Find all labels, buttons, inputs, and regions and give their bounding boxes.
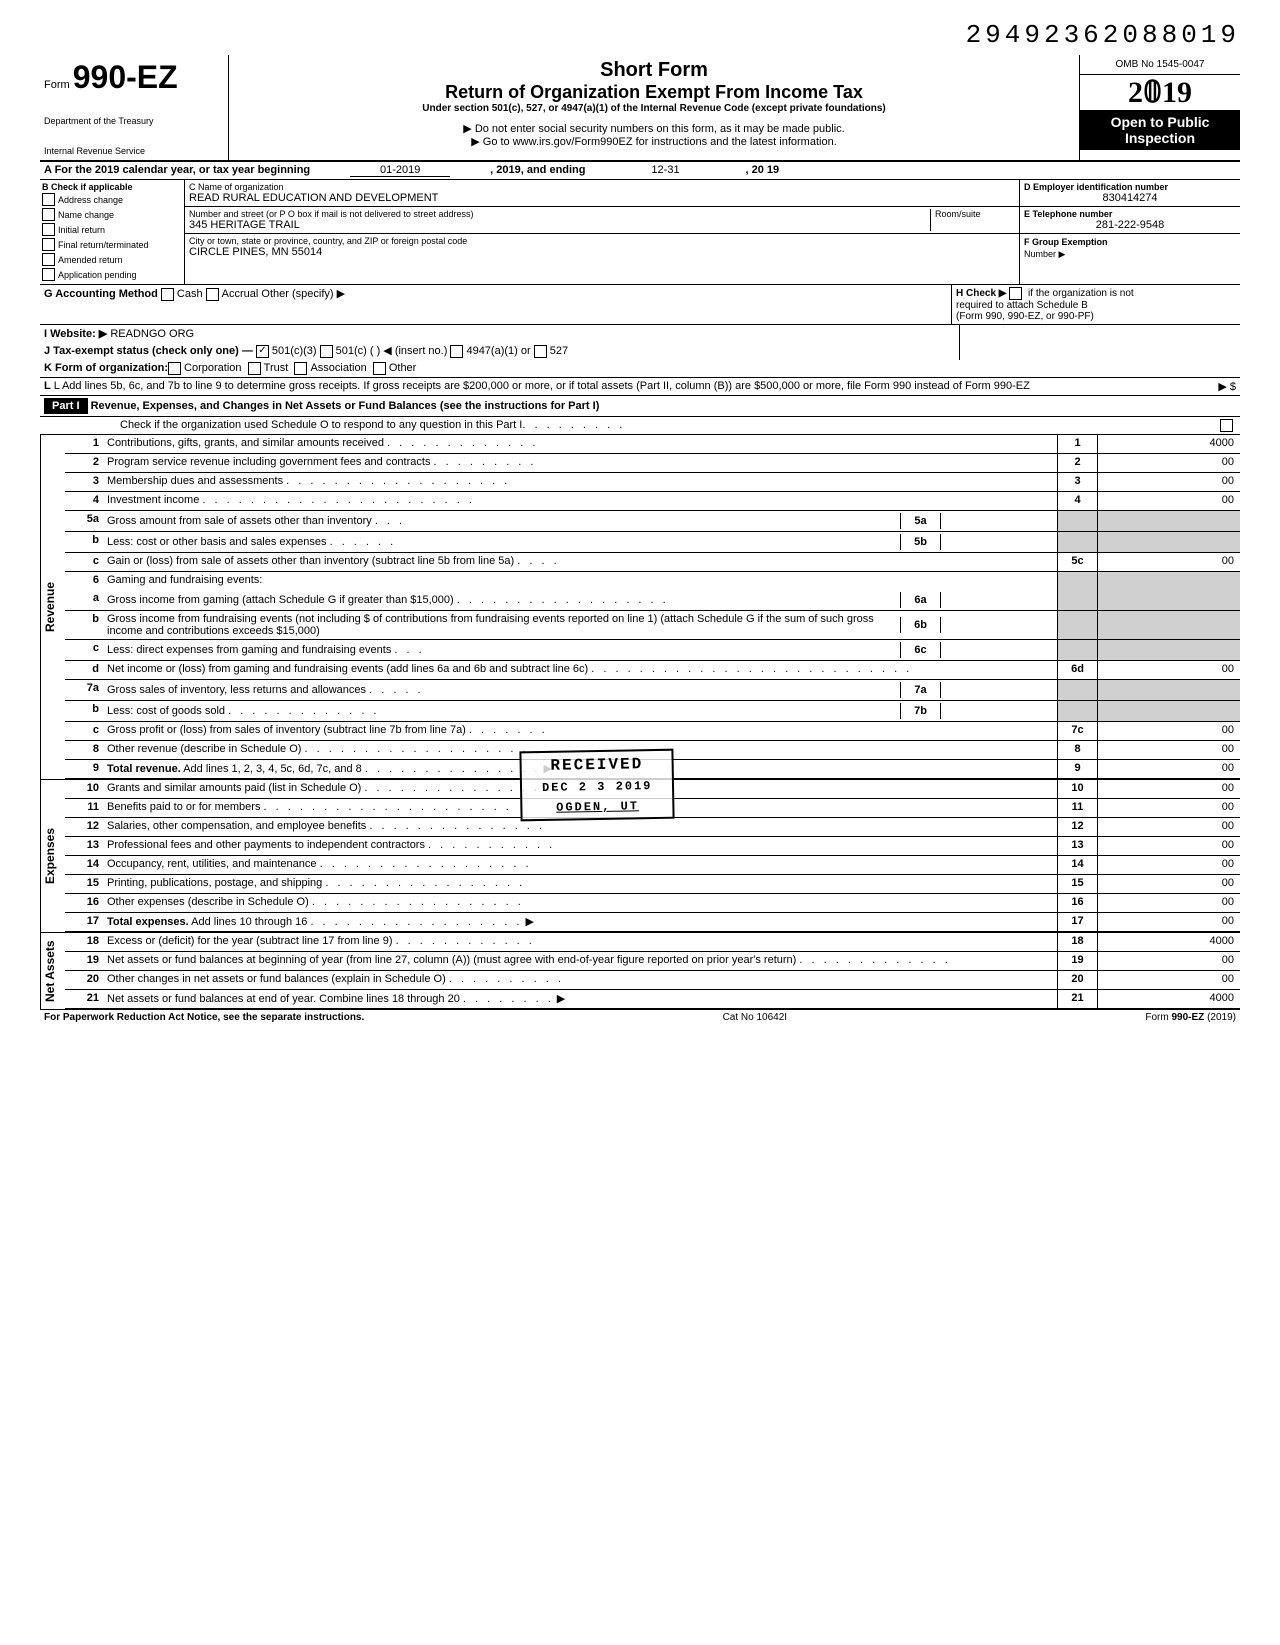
section-b-checkboxes: B Check if applicable Address change Nam…	[40, 180, 185, 284]
line-6c-amt[interactable]	[941, 648, 1053, 652]
line-8-amt[interactable]: 00	[1097, 741, 1240, 759]
form-header: Form 990-EZ Department of the Treasury I…	[40, 55, 1240, 162]
year-end: , 20 19	[746, 164, 780, 177]
line-17-amt[interactable]: 00	[1097, 913, 1240, 931]
expenses-section: Expenses 10Grants and similar amounts pa…	[40, 780, 1240, 933]
form-number: 990-EZ	[73, 59, 178, 95]
line-13-amt[interactable]: 00	[1097, 837, 1240, 855]
line-6a-amt[interactable]	[941, 598, 1053, 602]
line-5b-amt[interactable]	[941, 540, 1053, 544]
page-footer: For Paperwork Reduction Act Notice, see …	[40, 1010, 1240, 1025]
subtitle: Under section 501(c), 527, or 4947(a)(1)…	[237, 103, 1071, 114]
checkbox-name-change[interactable]	[42, 208, 55, 221]
checkbox-4947[interactable]	[450, 345, 463, 358]
form-ref: Form 990-EZ (2019)	[1145, 1012, 1236, 1023]
line-5c-amt[interactable]: 00	[1097, 553, 1240, 571]
form-prefix: Form	[44, 79, 70, 91]
ein-value[interactable]: 830414274	[1024, 192, 1236, 204]
year-begin[interactable]: 01-2019	[350, 164, 450, 177]
checkbox-501c[interactable]	[320, 345, 333, 358]
line-9-amt[interactable]: 00	[1097, 760, 1240, 778]
line-6d-amt[interactable]: 00	[1097, 661, 1240, 679]
checkbox-final-return[interactable]	[42, 238, 55, 251]
omb-number: OMB No 1545-0047	[1080, 55, 1240, 75]
line-16-amt[interactable]: 00	[1097, 894, 1240, 912]
part-1-check: Check if the organization used Schedule …	[40, 417, 1240, 435]
net-assets-label: Net Assets	[40, 933, 65, 1009]
phone-value[interactable]: 281-222-9548	[1024, 219, 1236, 231]
line-5a-amt[interactable]	[941, 519, 1053, 523]
section-j-tax-status: J Tax-exempt status (check only one) — ✓…	[40, 342, 1240, 360]
revenue-section: Revenue 1Contributions, gifts, grants, a…	[40, 435, 1240, 780]
expenses-label: Expenses	[40, 780, 65, 932]
checkbox-initial-return[interactable]	[42, 223, 55, 236]
checkbox-amended[interactable]	[42, 253, 55, 266]
line-7b-amt[interactable]	[941, 709, 1053, 713]
checkbox-trust[interactable]	[248, 362, 261, 375]
section-g-h: G Accounting Method Cash Accrual Other (…	[40, 285, 1240, 325]
org-city[interactable]: CIRCLE PINES, MN 55014	[189, 246, 1015, 258]
open-to-public: Open to Public Inspection	[1080, 110, 1240, 150]
part-1-header: Part I Revenue, Expenses, and Changes in…	[40, 396, 1240, 417]
label-number: Number ▶	[1024, 249, 1065, 259]
checkbox-association[interactable]	[294, 362, 307, 375]
checkbox-schedule-b[interactable]	[1009, 287, 1022, 300]
checkbox-other-org[interactable]	[373, 362, 386, 375]
title-short-form: Short Form	[237, 59, 1071, 82]
checkbox-527[interactable]	[534, 345, 547, 358]
note-ssn: ▶ Do not enter social security numbers o…	[237, 122, 1071, 135]
line-11-amt[interactable]: 00	[1097, 799, 1240, 817]
section-i-website: I Website: ▶ READNGO ORG	[40, 325, 1240, 342]
checkbox-schedule-o[interactable]	[1220, 419, 1233, 432]
received-stamp: RECEIVED DEC 2 3 2019 OGDEN, UT	[519, 748, 675, 821]
checkbox-address-change[interactable]	[42, 193, 55, 206]
website-value[interactable]: READNGO ORG	[110, 328, 194, 340]
label-address: Number and street (or P O box if mail is…	[189, 209, 930, 219]
net-assets-section: Net Assets 18Excess or (deficit) for the…	[40, 933, 1240, 1010]
checkbox-corporation[interactable]	[168, 362, 181, 375]
line-20-amt[interactable]: 00	[1097, 971, 1240, 989]
label-phone: E Telephone number	[1024, 209, 1236, 219]
dept-treasury: Department of the Treasury	[44, 116, 224, 126]
title-main: Return of Organization Exempt From Incom…	[237, 82, 1071, 103]
line-4-amt[interactable]: 00	[1097, 492, 1240, 510]
note-url: ▶ Go to www.irs.gov/Form990EZ for instru…	[237, 135, 1071, 148]
line-12-amt[interactable]: 00	[1097, 818, 1240, 836]
label-org-name: C Name of organization	[189, 182, 1015, 192]
document-number: 29492362088019	[40, 20, 1240, 50]
org-address[interactable]: 345 HERITAGE TRAIL	[189, 219, 930, 231]
line-18-amt[interactable]: 4000	[1097, 933, 1240, 951]
label-room: Room/suite	[935, 209, 1015, 219]
checkbox-pending[interactable]	[42, 268, 55, 281]
label-ein: D Employer identification number	[1024, 182, 1236, 192]
line-10-amt[interactable]: 00	[1097, 780, 1240, 798]
tax-year: 2𝟘19	[1080, 75, 1240, 110]
line-6b-amt[interactable]	[941, 623, 1053, 627]
section-l-gross-receipts: L L Add lines 5b, 6c, and 7b to line 9 t…	[40, 378, 1240, 396]
line-2-amt[interactable]: 00	[1097, 454, 1240, 472]
org-name[interactable]: READ RURAL EDUCATION AND DEVELOPMENT	[189, 192, 1015, 204]
line-21-amt[interactable]: 4000	[1097, 990, 1240, 1008]
checkbox-501c3[interactable]: ✓	[256, 345, 269, 358]
line-3-amt[interactable]: 00	[1097, 473, 1240, 491]
line-14-amt[interactable]: 00	[1097, 856, 1240, 874]
line-15-amt[interactable]: 00	[1097, 875, 1240, 893]
revenue-label: Revenue	[40, 435, 65, 779]
checkbox-accrual[interactable]	[206, 288, 219, 301]
section-k-form-org: K Form of organization: Corporation Trus…	[40, 360, 1240, 378]
label-city: City or town, state or province, country…	[189, 236, 1015, 246]
year-end-month[interactable]: 12-31	[626, 164, 706, 177]
line-7c-amt[interactable]: 00	[1097, 722, 1240, 740]
line-1-amt[interactable]: 4000	[1097, 435, 1240, 453]
line-19-amt[interactable]: 00	[1097, 952, 1240, 970]
org-info-block: B Check if applicable Address change Nam…	[40, 180, 1240, 285]
section-a-tax-year: A For the 2019 calendar year, or tax yea…	[40, 162, 1240, 180]
label-group-exemption: F Group Exemption	[1024, 237, 1108, 247]
checkbox-cash[interactable]	[161, 288, 174, 301]
dept-irs: Internal Revenue Service	[44, 146, 224, 156]
line-7a-amt[interactable]	[941, 688, 1053, 692]
